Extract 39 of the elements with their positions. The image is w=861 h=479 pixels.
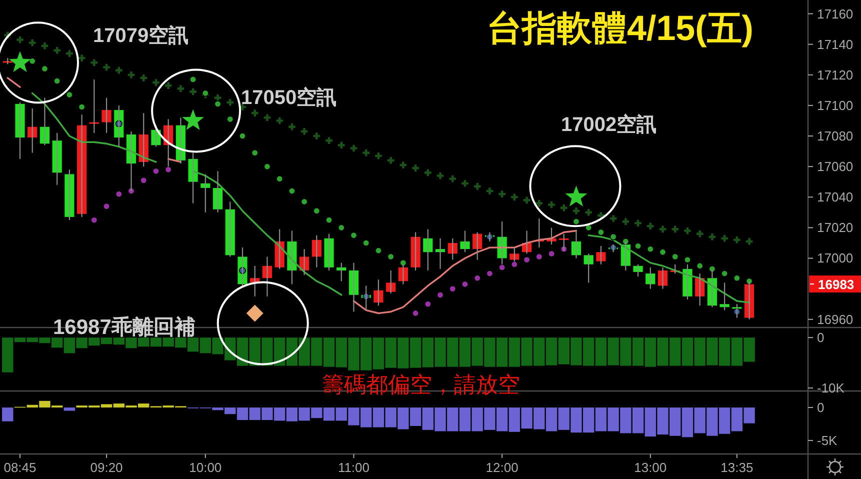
candlestick bbox=[596, 245, 606, 265]
y-tick-label: 16960 bbox=[817, 312, 854, 327]
x-tick-label: 09:20 bbox=[90, 460, 123, 475]
y-tick-label: -5K bbox=[817, 432, 838, 448]
y-tick-label: 17040 bbox=[817, 190, 854, 205]
x-tick-label: 13:35 bbox=[720, 460, 754, 475]
x-tick-label: 12:00 bbox=[486, 460, 518, 475]
annotation: 17002空訊 bbox=[561, 114, 657, 136]
y-tick-label: 17120 bbox=[817, 67, 854, 82]
candlestick bbox=[324, 233, 334, 272]
title: 台指軟體4/15(五) bbox=[487, 9, 754, 48]
y-tick-label: -10K bbox=[817, 380, 845, 396]
annotation: 籌碼都偏空，請放空 bbox=[322, 372, 520, 397]
x-tick-label: 13:00 bbox=[634, 460, 667, 475]
candlestick bbox=[374, 279, 384, 306]
price-tag: 16983 bbox=[809, 276, 861, 292]
y-tick-label: 17000 bbox=[817, 250, 854, 266]
candlestick bbox=[633, 264, 643, 278]
x-tick-label: 11:00 bbox=[338, 460, 370, 475]
y-tick-label: 0 bbox=[817, 400, 824, 415]
candlestick bbox=[102, 97, 112, 134]
y-tick-label: 17080 bbox=[817, 128, 854, 144]
y-tick-label: 17060 bbox=[817, 159, 854, 174]
y-tick-label: 17020 bbox=[817, 220, 854, 236]
y-tick-label: 17160 bbox=[817, 6, 854, 22]
candlestick bbox=[410, 232, 420, 272]
annotation: 17079空訊 bbox=[93, 25, 189, 47]
y-tick-label: 17140 bbox=[817, 36, 854, 52]
candlestick bbox=[386, 270, 396, 294]
y-tick-label: 17100 bbox=[817, 98, 854, 113]
annotation: 17050空訊 bbox=[241, 87, 337, 109]
x-tick-label: 08:45 bbox=[4, 460, 36, 475]
annotation: 16987乖離回補 bbox=[53, 316, 196, 339]
candlestick bbox=[15, 102, 25, 160]
candlestick bbox=[89, 78, 99, 134]
candlestick bbox=[460, 230, 470, 253]
x-tick-label: 10:00 bbox=[189, 460, 222, 475]
y-tick-label: 0 bbox=[817, 330, 824, 346]
candlestick bbox=[584, 253, 594, 284]
